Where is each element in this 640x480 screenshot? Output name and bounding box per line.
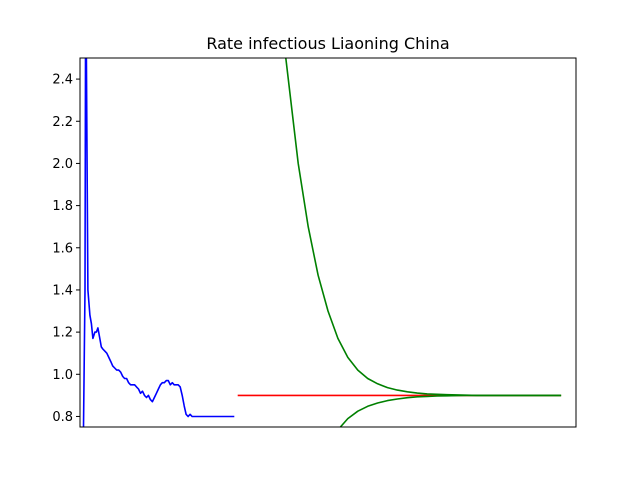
y-tick-label: 2.4 xyxy=(52,73,73,88)
series-line-1 xyxy=(82,58,235,427)
y-tick-label: 1.8 xyxy=(52,199,73,214)
y-axis: 0.8 1.0 1.2 1.4 1.6 1.8 2.0 2.2 2.4 xyxy=(52,73,80,425)
plot-frame xyxy=(79,57,577,428)
chart-title: Rate infectious Liaoning China xyxy=(206,34,449,53)
y-tick-label: 2.2 xyxy=(52,115,73,130)
y-tick-label: 1.2 xyxy=(52,326,73,341)
series-line-4 xyxy=(339,394,562,427)
y-tick-label: 1.0 xyxy=(52,368,73,383)
series-layer xyxy=(82,58,562,427)
y-tick-label: 1.4 xyxy=(52,283,73,298)
series-line-3 xyxy=(285,58,562,397)
y-tick-label: 1.6 xyxy=(52,241,73,256)
y-tick-label: 2.0 xyxy=(52,157,73,172)
y-tick-label: 0.8 xyxy=(52,410,73,425)
